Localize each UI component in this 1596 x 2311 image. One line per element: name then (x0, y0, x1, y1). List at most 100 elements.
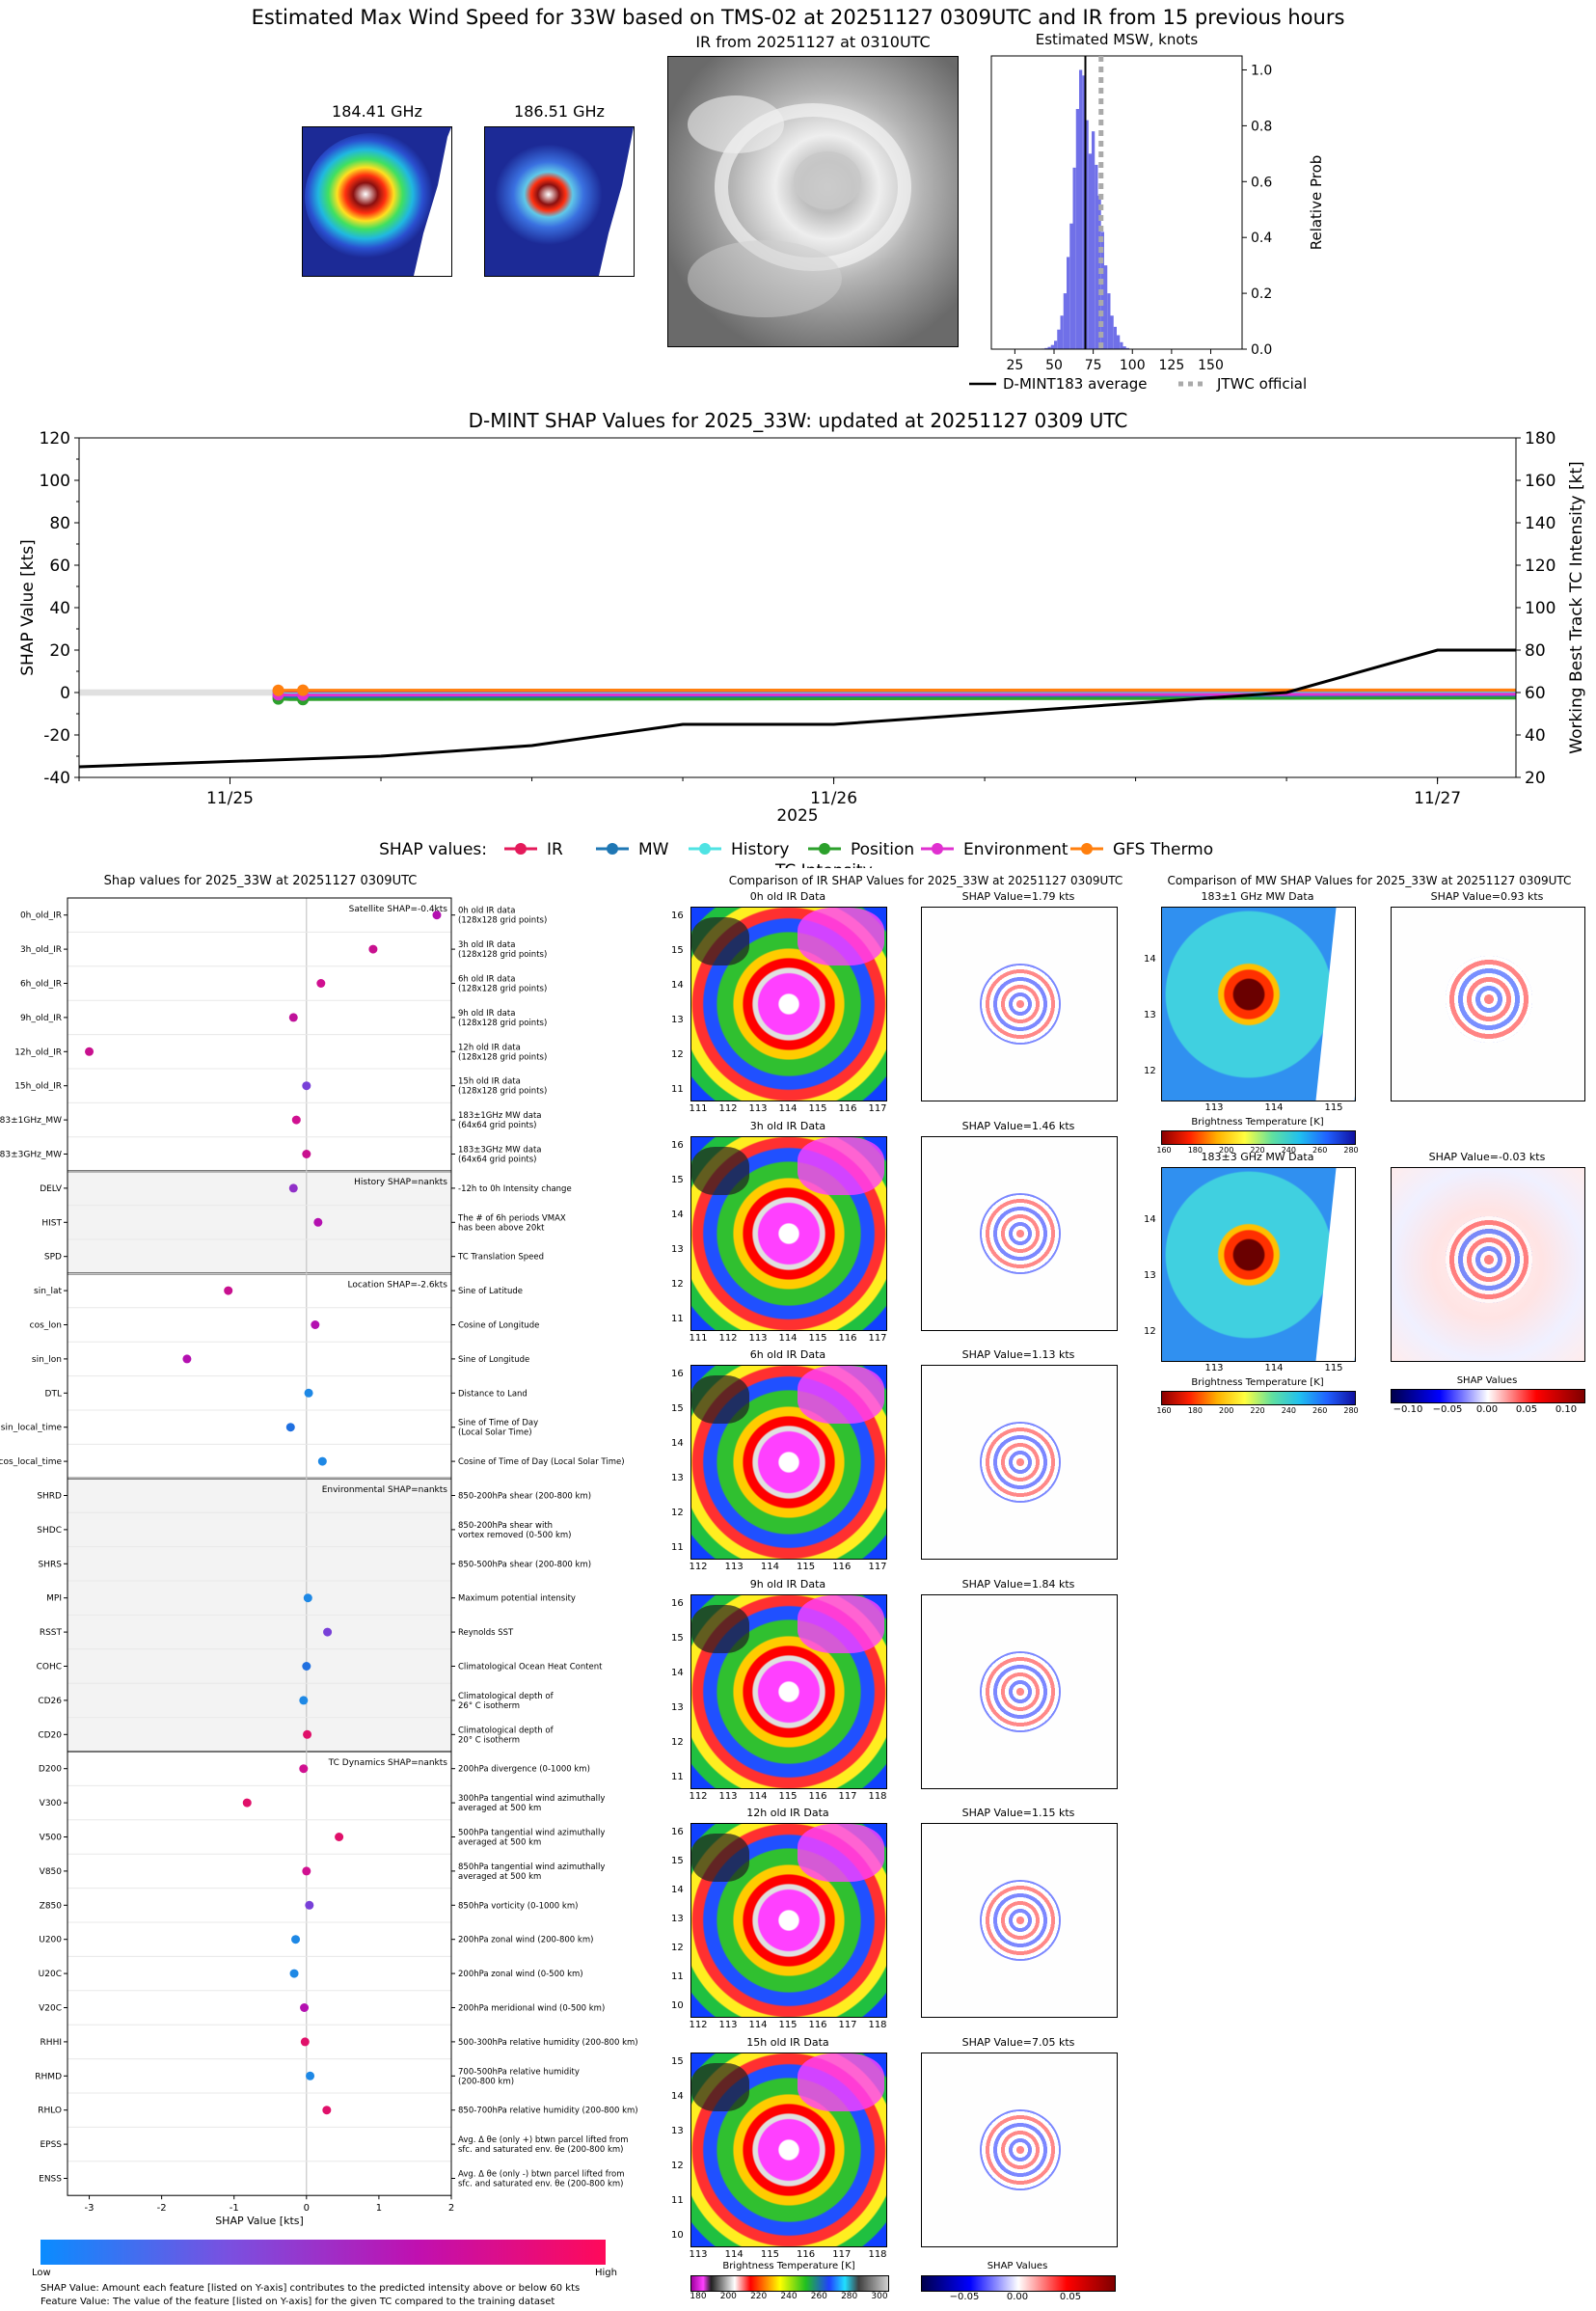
ir-shap-title: SHAP Value=1.15 kts (961, 1807, 1075, 1819)
ir-data-xtick-label: 116 (832, 1562, 852, 1572)
ir-data-ytick-label: 13 (671, 1243, 684, 1255)
mw-data-ytick-label: 14 (1144, 954, 1156, 965)
hist-bar (1095, 164, 1098, 349)
hist-bar (1120, 341, 1123, 349)
group-band (68, 1171, 451, 1274)
mw-shap-colorbar-label: SHAP Values (1456, 1375, 1518, 1386)
ir-data-ytick-label: 12 (671, 1049, 684, 1060)
feature-shap-dot (323, 1627, 333, 1637)
group-label: TC Dynamics SHAP=nankts (328, 1758, 448, 1768)
ts-y2tick-label: 20 (1525, 769, 1546, 788)
mw-shap-tick-label: 0.00 (1475, 1404, 1499, 1415)
feature-frame (67, 897, 452, 2196)
series-line-environment (278, 693, 1517, 697)
ir-data-ytick-label: 12 (671, 1508, 684, 1518)
hist-ytick-label: 1.0 (1251, 63, 1272, 78)
feature-description: 200hPa zonal wind (200-800 km) (458, 1936, 593, 1945)
mw-bt-tick-label: 180 (1187, 1406, 1203, 1415)
ir-shap-title: SHAP Value=1.79 kts (961, 890, 1075, 903)
ir-data-ytick-label: 11 (671, 1084, 684, 1095)
ir-shap-tick-label: 0.00 (1006, 2292, 1029, 2302)
ir-shap-colorbar (921, 2275, 1116, 2292)
ir-data-cloud (691, 917, 749, 965)
ir-bt-colorbar-label: Brightness Temperature [K] (722, 2261, 855, 2271)
ir-shap-pattern (980, 1422, 1061, 1503)
feature-shap-dot (288, 1013, 298, 1022)
series-marker (272, 684, 284, 696)
feature-name: 6h_old_IR (20, 980, 62, 990)
ir-data-xtick-label: 116 (808, 2020, 827, 2030)
feature-description: 6h old IR data (458, 975, 515, 985)
hist-xtick-label: 125 (1159, 358, 1185, 373)
group-label: Satellite SHAP=-0.4kts (349, 905, 448, 914)
ir-data-ytick-label: 13 (671, 1015, 684, 1025)
mw-data-title: 183±3 GHz MW Data (1201, 1151, 1314, 1163)
legend-marker (515, 843, 527, 855)
mw-bt-colorbar-label: Brightness Temperature [K] (1191, 1377, 1324, 1388)
feature-description: Sine of Longitude (458, 1355, 529, 1365)
feature-description: Avg. Δ θe (only -) btwn parcel lifted fr… (458, 2170, 625, 2180)
feature-description: 183±1GHz MW data (458, 1111, 541, 1121)
ir-data-cloud (691, 1146, 749, 1195)
hist-xtick-label: 75 (1085, 358, 1102, 373)
series-line-tc-intensity (78, 648, 1516, 769)
group-label: Environmental SHAP=nankts (322, 1485, 448, 1495)
feature-name: HIST (41, 1218, 62, 1228)
ir-data-cloud (691, 1604, 749, 1653)
footnote-line1: SHAP Value: Amount each feature [listed … (41, 2283, 581, 2294)
ir-shap-tick-label: 0.05 (1059, 2292, 1082, 2302)
feature-description: 200hPa meridional wind (0-500 km) (458, 2004, 605, 2014)
feature-chart-title: Shap values for 2025_33W at 20251127 030… (103, 874, 418, 888)
ts-y2tick-label: 100 (1525, 599, 1555, 618)
ir-bt-tick-label: 300 (871, 2292, 888, 2301)
ts-y2label: Working Best Track TC Intensity [kt] (1567, 461, 1586, 754)
ir-data-ytick-label: 16 (671, 911, 684, 921)
footnote-line2: Feature Value: The value of the feature … (41, 2297, 555, 2307)
ir-data-xtick-label: 117 (868, 1332, 887, 1344)
feature-shap-dot (306, 2071, 315, 2080)
legend-label: GFS Thermo (1113, 840, 1213, 859)
colorbar-low: Low (32, 2268, 51, 2278)
feature-name: U200 (39, 1936, 62, 1945)
feature-description: 26° C isotherm (458, 1701, 520, 1711)
mw-data-xtick-label: 115 (1324, 1102, 1343, 1113)
hist-bar (1107, 293, 1111, 349)
feature-xtick-label: -1 (230, 2203, 239, 2214)
hist-bar (1054, 340, 1058, 349)
hist-ytick-label: 0.8 (1251, 119, 1272, 134)
feature-shap-dot (432, 911, 442, 920)
ir-data-xtick-label: 112 (689, 1790, 708, 1802)
feature-description: 200hPa zonal wind (0-500 km) (458, 1970, 583, 1979)
feature-name: 0h_old_IR (20, 911, 62, 921)
feature-description: 20° C isotherm (458, 1735, 520, 1745)
ts-ytick-label: -40 (43, 769, 70, 788)
mw-shap-title: SHAP Value=-0.03 kts (1428, 1151, 1546, 1163)
legend-marker (607, 843, 618, 855)
feature-description: 850hPa vorticity (0-1000 km) (458, 1901, 578, 1911)
ir-bt-tick-label: 280 (841, 2292, 858, 2301)
ir-shap-pattern (980, 964, 1061, 1045)
ir-data-image (690, 1365, 887, 1560)
ir-data-xtick-label: 114 (748, 1790, 768, 1802)
feature-name: SHDC (37, 1526, 62, 1536)
mw-bt-tick-label: 180 (1187, 1146, 1203, 1155)
legend-label: Environment (963, 840, 1069, 859)
ir-data-ytick-label: 15 (671, 1856, 684, 1866)
series-line-position (278, 696, 1517, 701)
hist-title: Estimated MSW, knots (1036, 31, 1199, 48)
feature-name: V20C (39, 2004, 62, 2014)
ts-ytick-label: 60 (49, 557, 70, 576)
mw-bt-colorbar (1161, 1391, 1356, 1405)
feature-name: COHC (37, 1663, 62, 1672)
feature-name: sin_local_time (1, 1424, 63, 1433)
ir-data-xtick-label: 113 (748, 1103, 768, 1114)
hist-xtick-label: 50 (1045, 358, 1063, 373)
mw-bt-tick-label: 280 (1343, 1406, 1359, 1415)
hist-bar (1110, 315, 1114, 349)
mw-bt-colorbar-label: Brightness Temperature [K] (1191, 1117, 1324, 1128)
feature-description: (64x64 grid points) (458, 1156, 536, 1165)
hist-ytick-label: 0.6 (1251, 175, 1272, 190)
ir-data-xtick-label: 113 (689, 2248, 708, 2260)
feature-name: 15h_old_IR (14, 1082, 62, 1092)
ir-data-cloud (798, 2053, 884, 2111)
